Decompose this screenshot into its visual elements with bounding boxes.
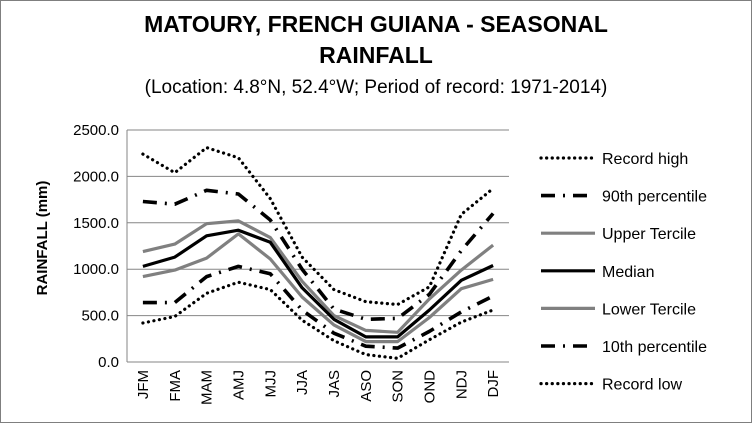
x-tick-label: NDJ — [453, 370, 470, 399]
legend-label: 90th percentile — [602, 189, 707, 206]
y-tick-label: 1000.0 — [73, 261, 119, 278]
legend: Record high 90th percentile Upper Tercile M… — [539, 151, 707, 394]
series-line-upper-tercile — [142, 219, 495, 334]
series-line-10th-percentile — [142, 264, 494, 350]
chart-title-line1: MATOURY, FRENCH GUIANA - SEASONAL — [144, 11, 608, 37]
chart-title-line2: RAINFALL — [319, 42, 433, 68]
legend-label: Median — [602, 264, 654, 281]
series-lines — [141, 146, 495, 360]
x-tick-label: FMA — [167, 370, 184, 402]
series-line-record-low — [141, 280, 495, 360]
x-tick-label: SON — [390, 370, 407, 403]
y-tick-label: 2500.0 — [73, 122, 119, 139]
y-tick-label: 2000.0 — [73, 168, 119, 185]
x-tick-label: MAM — [199, 370, 216, 405]
axes: 0.0 500.0 1000.0 1500.0 2000.0 2500.0 JFM FMA MA… — [34, 122, 509, 405]
chart-subtitle: (Location: 4.8°N, 52.4°W; Period of reco… — [144, 77, 608, 98]
x-tick-label: AMJ — [230, 370, 247, 400]
series-line-90th-percentile — [142, 188, 495, 322]
y-tick-label: 1500.0 — [73, 215, 119, 232]
gridlines — [127, 129, 509, 317]
x-tick-label: JJA — [294, 370, 311, 395]
series-line-median — [142, 228, 494, 339]
x-tick-label: DJF — [485, 370, 502, 398]
x-tick-label: OND — [421, 370, 438, 404]
x-tick-label: ASO — [358, 370, 375, 402]
y-axis-title: RAINFALL (mm) — [34, 181, 51, 296]
legend-label: Record low — [602, 377, 682, 394]
y-tick-label: 0.0 — [98, 354, 119, 371]
x-tick-label: MJJ — [262, 370, 279, 398]
x-tick-label: JFM — [135, 370, 152, 399]
legend-label: 10th percentile — [602, 339, 707, 356]
y-tick-label: 500.0 — [81, 308, 119, 325]
x-tick-label: JAS — [326, 370, 343, 398]
legend-label: Upper Tercile — [602, 226, 696, 243]
legend-label: Lower Tercile — [602, 301, 696, 318]
series-line-record-high — [141, 146, 495, 307]
series-line-lower-tercile — [142, 232, 494, 344]
legend-label: Record high — [602, 151, 688, 168]
